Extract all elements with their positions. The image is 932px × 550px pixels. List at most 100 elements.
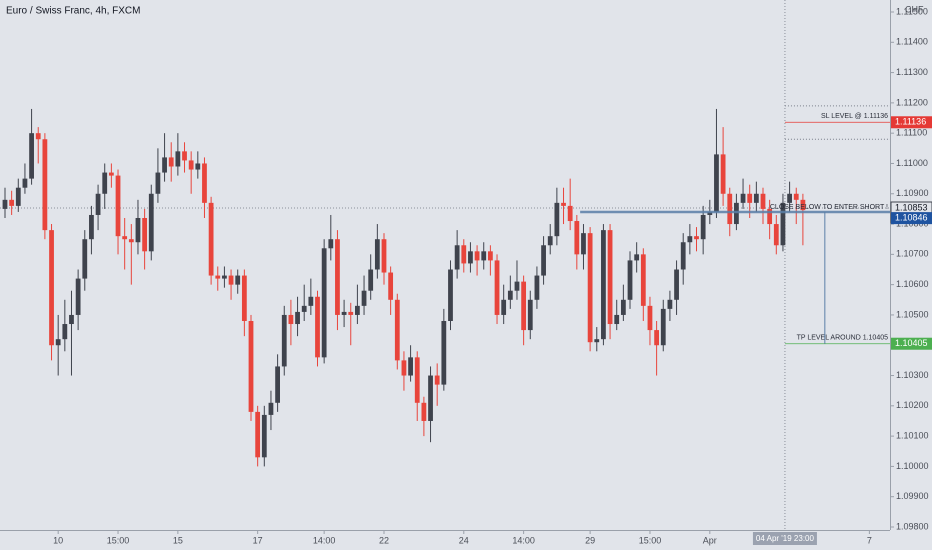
candle-body [82, 239, 88, 279]
x-tick-label: 14:00 [313, 535, 336, 545]
candle-body [640, 254, 646, 306]
x-tick-label: 7 [867, 535, 872, 545]
candle-body [75, 278, 81, 315]
candle-body [55, 339, 61, 346]
candle-body [700, 214, 706, 240]
candle-body [62, 324, 68, 340]
candle-body [461, 245, 467, 264]
candle-body [734, 202, 739, 225]
candle-body [268, 402, 274, 415]
bid-label: 1.10846 [895, 212, 928, 222]
candle-body [361, 290, 367, 306]
candle-body [468, 251, 473, 264]
candle-body [800, 199, 806, 211]
candle-body [69, 314, 74, 325]
candle-body [720, 154, 726, 194]
candle-body [335, 239, 340, 315]
candle-body [494, 260, 500, 315]
candle-body [295, 311, 300, 325]
candle-body [627, 260, 633, 300]
candle-body [714, 154, 719, 212]
x-tick-label: 15:00 [639, 535, 662, 545]
candle-body [321, 248, 327, 358]
candle-body [215, 275, 221, 279]
x-tick-label: 24 [459, 535, 469, 545]
candle-body [594, 339, 600, 343]
candle-body [787, 193, 792, 203]
level-tag [891, 116, 932, 129]
candle-body [102, 172, 108, 194]
crosshair-label: 04 Apr '19 23:00 [756, 534, 815, 543]
candle-body [374, 239, 380, 270]
candle-body [487, 251, 493, 261]
candle-body [587, 233, 593, 343]
candle-body [448, 269, 453, 321]
candle-body [49, 230, 54, 346]
candle-body [740, 193, 746, 203]
candle-body [128, 239, 134, 243]
candle-body [42, 139, 48, 231]
candle-body [222, 275, 227, 279]
candle-body [674, 269, 679, 300]
candle-body [547, 236, 553, 246]
candle-body [315, 296, 320, 358]
candle-body [567, 205, 573, 222]
x-tick-label: 17 [253, 535, 263, 545]
candle-body [95, 193, 101, 215]
candle-body [182, 151, 187, 161]
candle-body [348, 311, 354, 315]
candle-body [534, 275, 540, 300]
candle-body [727, 193, 733, 225]
candle-body [667, 299, 673, 309]
level-label: TP LEVEL AROUND 1.10405 [797, 335, 889, 342]
candle-body [501, 299, 507, 315]
candle-body [135, 218, 141, 243]
candle-body [481, 251, 487, 261]
candle-body [607, 230, 613, 325]
candle-body [148, 193, 154, 252]
candle-body [301, 305, 307, 312]
candle-body [620, 299, 626, 315]
candle-body [228, 275, 234, 285]
candle-body [341, 311, 347, 315]
x-tick-label: 15 [173, 535, 183, 545]
candle-body [521, 281, 527, 331]
candle-body [421, 402, 427, 421]
candle-body [581, 233, 586, 255]
y-tick-label: 1.11400 [896, 37, 928, 47]
candle-body [381, 239, 387, 273]
x-tick-label: 29 [585, 535, 595, 545]
y-tick-label: 1.11100 [896, 128, 927, 138]
candle-body [434, 375, 440, 385]
candle-body [660, 308, 666, 346]
y-tick-label: 1.10900 [896, 188, 929, 198]
candle-body [441, 321, 447, 385]
y-tick-label: 1.10600 [896, 279, 929, 289]
entry-label: CLOSE BELOW TO ENTER SHORT ! [770, 204, 888, 211]
level-label: SL LEVEL @ 1.11136 [821, 113, 888, 120]
y-tick-label: 1.09800 [896, 521, 929, 531]
x-tick-label: 15:00 [107, 535, 130, 545]
candle-body [9, 199, 15, 206]
candle-body [707, 211, 713, 215]
candle-body [368, 269, 374, 291]
candle-body [767, 208, 773, 225]
crosshair-tag [752, 532, 817, 545]
candle-body [773, 224, 779, 246]
last-price-label: 1.10853 [895, 202, 928, 212]
candle-body [175, 151, 181, 167]
candle-body [241, 275, 247, 321]
candle-body [554, 202, 560, 237]
candle-body [122, 236, 128, 240]
candle-body [235, 275, 241, 285]
y-tick-label: 1.10200 [896, 400, 929, 410]
candle-body [288, 314, 294, 325]
candle-body [168, 157, 174, 167]
candle-body [760, 193, 766, 209]
candle-body [208, 202, 214, 276]
candle-body [680, 242, 686, 270]
y-tick-label: 1.11300 [896, 67, 928, 77]
candle-body [561, 202, 566, 206]
